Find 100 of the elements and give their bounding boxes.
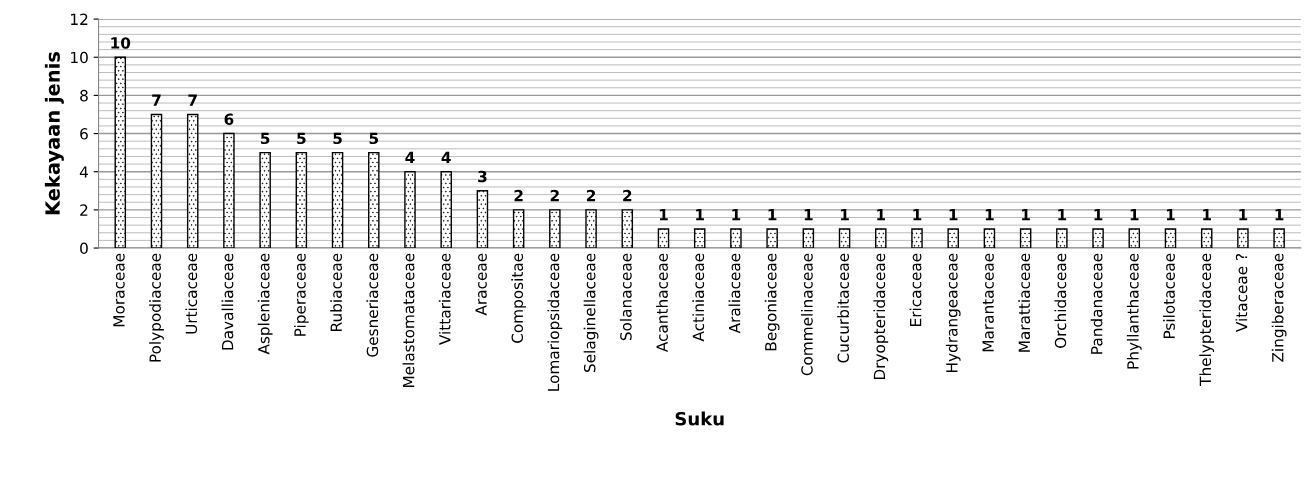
x-tick-label: Urticaceae bbox=[185, 253, 198, 334]
bar bbox=[730, 228, 742, 249]
bar bbox=[693, 228, 706, 249]
x-tick-label: Psilotaceae bbox=[1163, 253, 1175, 339]
data-label: 2 bbox=[550, 189, 559, 202]
data-label: 1 bbox=[696, 209, 704, 221]
bar bbox=[802, 228, 815, 249]
x-tick-label: Solanaceae bbox=[619, 253, 632, 341]
x-tick-label: Thelypteridaceae bbox=[1199, 253, 1215, 386]
bar bbox=[875, 228, 887, 249]
data-label: 1 bbox=[985, 209, 994, 221]
data-label: 1 bbox=[1275, 209, 1284, 221]
bar bbox=[512, 209, 525, 249]
y-axis-title: Kekayaan jenis bbox=[44, 52, 64, 215]
data-label: 4 bbox=[441, 151, 451, 163]
data-label: 1 bbox=[1166, 209, 1175, 221]
x-tick-label: Acanthaceae bbox=[656, 253, 668, 353]
x-tick-label: Marattiaceae bbox=[1018, 253, 1031, 352]
y-tick-label: 6 bbox=[80, 128, 88, 140]
bar bbox=[259, 151, 271, 249]
x-tick-label: Moraceae bbox=[113, 253, 125, 327]
data-label: 1 bbox=[1058, 209, 1067, 221]
data-label: 1 bbox=[732, 209, 741, 221]
data-label: 1 bbox=[659, 209, 668, 221]
bar bbox=[621, 209, 634, 249]
x-axis-title: Suku bbox=[675, 411, 724, 426]
bar bbox=[150, 113, 163, 249]
data-label: 6 bbox=[224, 113, 234, 126]
bar bbox=[223, 132, 235, 249]
data-label: 2 bbox=[623, 189, 632, 202]
x-tick-label: Phyllanthaceae bbox=[1126, 253, 1142, 369]
data-label: 1 bbox=[840, 209, 849, 221]
bar bbox=[186, 113, 199, 249]
bar bbox=[1019, 228, 1032, 249]
x-tick-label: Marantaceae bbox=[982, 253, 994, 352]
bar bbox=[114, 56, 127, 249]
bar bbox=[549, 209, 561, 249]
x-tick-label: Vitaceae ? bbox=[1235, 253, 1248, 333]
bar bbox=[1056, 228, 1068, 249]
bar bbox=[1092, 228, 1104, 249]
data-label: 7 bbox=[188, 94, 197, 106]
y-tick-label: 0 bbox=[80, 242, 88, 255]
y-tick-label: 4 bbox=[79, 166, 88, 178]
bar bbox=[1237, 228, 1249, 249]
x-tick-label: Compositae bbox=[511, 253, 527, 343]
data-label: 5 bbox=[333, 132, 342, 145]
bar bbox=[1128, 228, 1141, 249]
x-tick-label: Gesneriaceae bbox=[366, 253, 379, 357]
x-tick-label: Selaginellaceae bbox=[583, 253, 599, 373]
bar bbox=[1200, 228, 1213, 249]
data-label: 5 bbox=[297, 132, 306, 145]
bar bbox=[911, 228, 923, 249]
bar bbox=[476, 190, 489, 249]
bar bbox=[585, 209, 597, 249]
data-label: 1 bbox=[1094, 209, 1103, 221]
data-label: 4 bbox=[405, 151, 415, 163]
x-tick-label: Hydrangeaceae bbox=[945, 253, 961, 372]
x-tick-label: Actiniaceae bbox=[692, 253, 705, 342]
data-label: 2 bbox=[514, 189, 523, 202]
data-label: 1 bbox=[877, 209, 886, 221]
bar bbox=[766, 228, 778, 249]
y-tick-label: 10 bbox=[71, 51, 88, 64]
x-tick-label: Orchidaceae bbox=[1054, 253, 1067, 348]
x-tick-label: Melastomataceae bbox=[402, 253, 415, 388]
bar bbox=[295, 151, 308, 249]
x-tick-label: Lomariopsidaceae bbox=[547, 253, 563, 391]
data-label: 1 bbox=[1022, 209, 1030, 221]
bar bbox=[331, 151, 344, 249]
bar bbox=[983, 228, 996, 249]
x-tick-label: Dryopteridaceae bbox=[873, 253, 889, 380]
bar bbox=[1164, 228, 1177, 249]
data-label: 2 bbox=[586, 189, 596, 202]
x-tick-label: Polypodiaceae bbox=[149, 253, 164, 362]
bar bbox=[657, 228, 670, 249]
bar bbox=[1273, 228, 1285, 249]
y-tick-label: 8 bbox=[80, 89, 88, 102]
bar bbox=[368, 151, 380, 249]
data-label: 1 bbox=[1203, 209, 1211, 221]
x-tick-label: Rubiaceae bbox=[330, 253, 342, 331]
data-label: 7 bbox=[152, 94, 161, 106]
x-tick-label: Cucurbitaceae bbox=[837, 253, 849, 363]
bar bbox=[440, 171, 452, 249]
data-label: 1 bbox=[1239, 209, 1248, 221]
x-tick-label: Araliaceae bbox=[728, 253, 741, 334]
data-label: 1 bbox=[804, 209, 813, 221]
data-label: 10 bbox=[111, 37, 131, 49]
data-label: 1 bbox=[913, 209, 922, 221]
bar bbox=[404, 171, 416, 249]
x-tick-label: Commelinaceae bbox=[800, 253, 813, 376]
data-label: 5 bbox=[369, 132, 379, 145]
data-label: 3 bbox=[478, 170, 487, 183]
x-tick-label: Davalliaceae bbox=[221, 253, 234, 350]
y-tick-label: 2 bbox=[80, 204, 88, 216]
x-tick-label: Ericaceae bbox=[909, 253, 922, 326]
x-tick-label: Araceae bbox=[475, 253, 487, 316]
data-label: 1 bbox=[949, 209, 958, 221]
bar bbox=[838, 228, 851, 249]
data-label: 5 bbox=[261, 132, 270, 145]
data-label: 1 bbox=[1130, 209, 1139, 221]
x-tick-label: Piperaceae bbox=[293, 253, 309, 336]
